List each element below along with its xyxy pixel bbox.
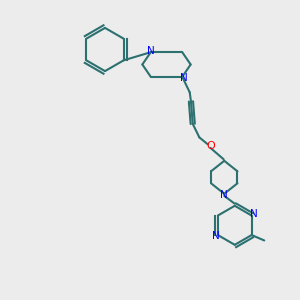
Text: N: N bbox=[220, 190, 228, 200]
Text: N: N bbox=[180, 73, 188, 83]
Text: N: N bbox=[250, 209, 258, 219]
Text: N: N bbox=[147, 46, 154, 56]
Text: O: O bbox=[207, 141, 215, 151]
Text: N: N bbox=[212, 231, 219, 241]
